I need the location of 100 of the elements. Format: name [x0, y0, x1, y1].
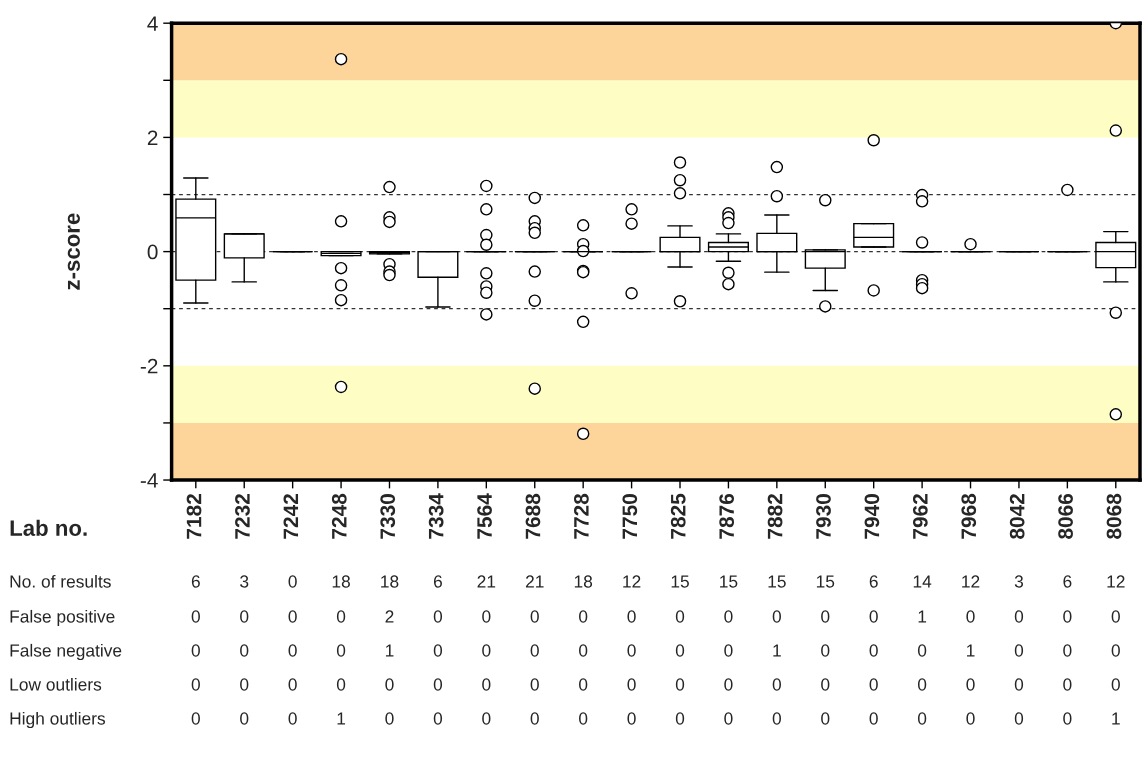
text: 3 — [240, 575, 249, 588]
x-tick-label: 8042 — [1009, 494, 1025, 539]
text: 0 — [482, 712, 491, 725]
text: Low outliers — [10, 677, 102, 691]
text: 0 — [288, 678, 297, 691]
text: 0 — [724, 712, 733, 725]
text: 0 — [240, 644, 249, 657]
text: 0 — [917, 644, 927, 657]
text: 6 — [1063, 575, 1072, 588]
text: 1 — [1112, 712, 1120, 725]
text: 0 — [1014, 610, 1024, 623]
x-tick-label: 7334 — [428, 493, 444, 539]
text: 2 — [385, 610, 394, 623]
text: 15 — [671, 575, 689, 588]
text: 12 — [962, 575, 980, 588]
x-tick-label: 7962 — [912, 494, 928, 539]
x-tick-label: 7564 — [477, 493, 492, 539]
text: 0 — [336, 678, 346, 691]
text: 21 — [477, 575, 496, 588]
text: 0 — [1111, 644, 1120, 657]
x-tick-label: 7968 — [961, 493, 977, 539]
text: 0 — [627, 610, 636, 623]
text: 0 — [821, 644, 830, 657]
text: 0 — [917, 712, 927, 725]
text: 0 — [433, 712, 443, 725]
text: 0 — [579, 610, 588, 623]
text: 0 — [530, 610, 539, 623]
text: 0 — [1014, 678, 1024, 691]
text: 0 — [627, 712, 636, 725]
text: 0 — [288, 712, 297, 725]
text: 0 — [579, 712, 588, 725]
text: 0 — [675, 644, 685, 657]
x-tick-label: 7688 — [525, 493, 541, 539]
text: 0 — [869, 644, 878, 657]
text: 6 — [433, 575, 442, 588]
text: 0 — [675, 712, 685, 725]
x-tick-label: 7940 — [864, 494, 880, 539]
text: 0 — [917, 678, 927, 691]
text: 0 — [240, 678, 249, 691]
text: 0 — [966, 712, 975, 725]
text: 1 — [385, 644, 394, 657]
text: 0 — [869, 712, 878, 725]
text: 0 — [482, 644, 491, 657]
text: 0 — [1111, 610, 1120, 623]
text: 0 — [772, 678, 781, 691]
text: 18 — [381, 575, 399, 588]
text: 0 — [433, 644, 443, 657]
x-tick-label: 7750 — [622, 494, 638, 539]
text: 0 — [724, 644, 733, 657]
x-tick-label: 7182 — [186, 494, 202, 539]
text: 0 — [191, 610, 200, 623]
text: 18 — [574, 575, 593, 588]
text: 0 — [724, 610, 733, 623]
x-tick-label: 7876 — [719, 493, 735, 539]
text: High outliers — [10, 711, 106, 729]
text: 0 — [385, 678, 394, 691]
text: 0 — [336, 644, 346, 657]
text: 15 — [816, 575, 835, 588]
text: 0 — [1111, 678, 1120, 691]
text: 0 — [288, 575, 297, 588]
text: 0 — [1014, 644, 1024, 657]
text: 0 — [821, 712, 830, 725]
text: 0 — [1063, 678, 1072, 691]
text: 0 — [724, 678, 733, 691]
x-tick-label: 7330 — [380, 494, 396, 539]
text: 0 — [1063, 644, 1072, 657]
text: 15 — [720, 575, 738, 588]
text: 0 — [336, 610, 346, 623]
text: 0 — [675, 610, 685, 623]
x-axis-title: Lab no. — [10, 519, 87, 536]
text: 1 — [967, 644, 975, 657]
text: 0 — [772, 610, 781, 623]
text: 15 — [768, 575, 786, 588]
text: 0 — [869, 678, 878, 691]
text: 12 — [623, 575, 641, 588]
text: 0 — [482, 610, 491, 623]
text: 0 — [821, 610, 830, 623]
text: 0 — [579, 678, 588, 691]
text: 0 — [288, 644, 297, 657]
x-tick-label: 7232 — [235, 494, 250, 539]
y-tick-label: 2 — [147, 130, 158, 145]
text: 6 — [869, 575, 878, 588]
text: False negative — [10, 643, 122, 661]
text: 0 — [530, 644, 539, 657]
text: 0 — [191, 712, 200, 725]
y-tick-label: -2 — [140, 358, 158, 374]
x-tick-label: 8066 — [1058, 493, 1073, 539]
text: 0 — [530, 678, 539, 691]
text: 0 — [433, 610, 443, 623]
text: 14 — [913, 575, 932, 588]
y-axis-title: z-score — [67, 213, 80, 290]
text: 3 — [1014, 575, 1024, 588]
x-tick-label: 7825 — [670, 493, 686, 539]
text: 0 — [240, 712, 249, 725]
text: 0 — [433, 678, 443, 691]
text: No. of results — [10, 574, 111, 588]
text: 0 — [966, 610, 975, 623]
text: 18 — [332, 575, 350, 588]
x-tick-label: 7728 — [574, 493, 589, 539]
x-tick-label: 7930 — [816, 494, 831, 539]
